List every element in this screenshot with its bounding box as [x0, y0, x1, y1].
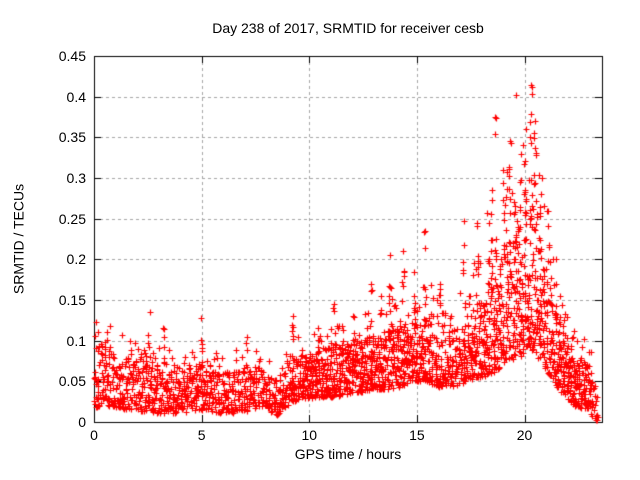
y-axis-label: SRMTID / TECUs [10, 183, 27, 295]
y-tick-label: 0.4 [66, 88, 86, 105]
y-tick-label: 0.25 [58, 210, 86, 227]
x-tick-label: 10 [301, 427, 318, 443]
y-tick-label: 0.35 [58, 129, 86, 146]
y-tick-label: 0 [78, 414, 86, 430]
y-tick-label: 0.45 [58, 48, 86, 64]
chart-title: Day 238 of 2017, SRMTID for receiver ces… [212, 20, 484, 36]
x-tick-label: 15 [409, 427, 425, 443]
y-tick-label: 0.3 [66, 170, 86, 186]
x-tick-label: 5 [197, 427, 206, 443]
y-tick-label: 0.1 [66, 332, 86, 349]
y-tick-label: 0.2 [66, 251, 86, 268]
y-tick-label: 0.15 [58, 292, 86, 308]
x-tick-label: 20 [516, 427, 533, 443]
y-tick-label: 0.05 [58, 373, 86, 390]
x-tick-label: 0 [90, 427, 98, 443]
x-axis-label: GPS time / hours [294, 446, 402, 462]
